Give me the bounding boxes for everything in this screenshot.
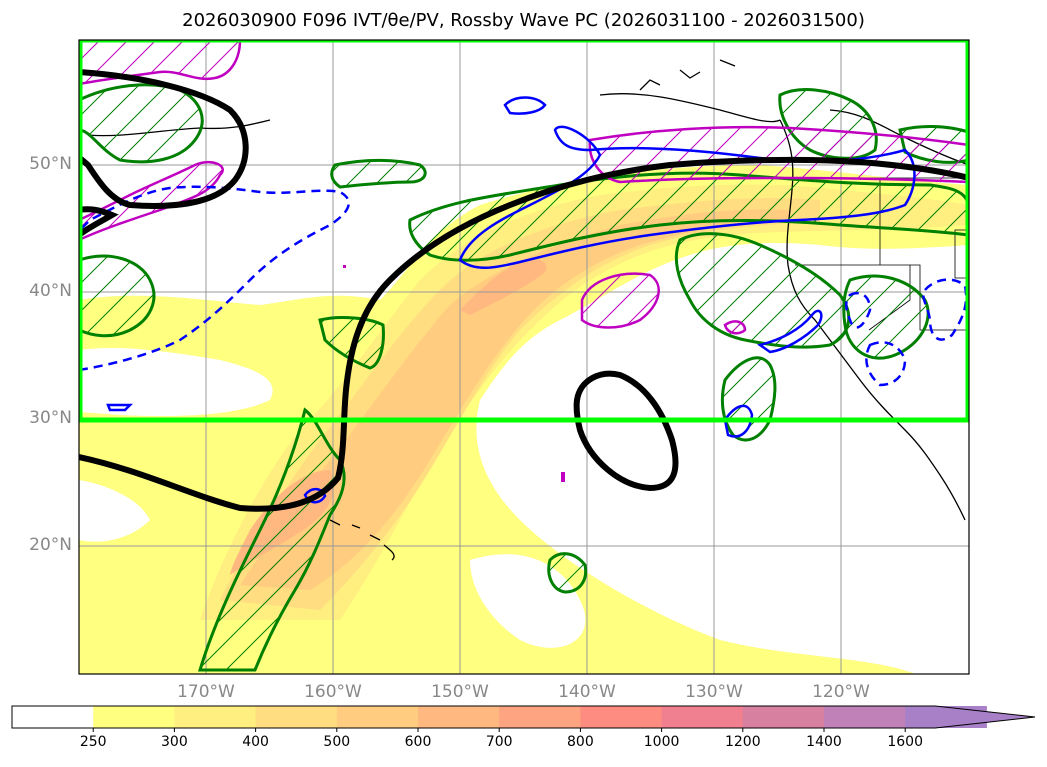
ivt-white-gap-2: [79, 480, 150, 542]
blue-contour-small-2: [106, 403, 134, 412]
rossby-contour-loop: [573, 370, 679, 492]
map-panel: [79, 40, 969, 674]
colorbar-tick-label: 1000: [643, 734, 680, 750]
colorbar-outline: [11, 705, 1036, 729]
blue-contour-small-3: [723, 404, 754, 438]
colorbar: [11, 705, 1036, 732]
map-frame: [78, 39, 970, 675]
lon-label-160w: 160°W: [304, 682, 362, 702]
lon-label-170w: 170°W: [177, 682, 235, 702]
green-region-ca: [674, 232, 851, 349]
rossby-contour-nw: [79, 69, 249, 209]
colorbar-extend-arrow: [905, 706, 1035, 728]
magenta-marker-2: [343, 265, 346, 268]
lat-label-30n: 30°N: [29, 408, 72, 428]
ivt-white-gap-1: [79, 348, 273, 417]
ivt-600-region-b: [460, 259, 547, 315]
magenta-region-small: [723, 320, 747, 335]
map-title: 2026030900 F096 IVT/θe/PV, Rossby Wave P…: [182, 10, 865, 31]
magenta-region-mid: [580, 272, 660, 329]
ivt-500-region: [240, 209, 790, 590]
magenta-region-w: [79, 160, 224, 242]
blue-contour-small-1: [503, 96, 547, 115]
colorbar-tick-label: 250: [79, 734, 107, 750]
rossby-contour-main: [79, 156, 969, 512]
colorbar-segment: [824, 706, 906, 728]
colorbar-tick-label: 600: [404, 734, 432, 750]
blue-dashed-contour-e2: [865, 341, 907, 387]
colorbar-segment: [418, 706, 500, 728]
colorbar-segment: [336, 706, 419, 728]
rossby-contours: [79, 69, 969, 512]
green-region-w: [79, 254, 156, 338]
blue-dashed-contour-e1: [845, 291, 872, 329]
colorbar-tick-label: 1400: [806, 734, 842, 750]
magenta-hatched-contours: [79, 40, 969, 335]
green-region-nw: [79, 83, 204, 164]
magenta-region-nw: [79, 40, 242, 86]
lon-label-120w: 120°W: [812, 682, 870, 702]
blue-contour-ca: [757, 309, 823, 354]
lat-label-50n: 50°N: [29, 154, 72, 174]
colorbar-tick-label: 1600: [887, 734, 923, 750]
lat-label-40n: 40°N: [29, 281, 72, 301]
colorbar-segment: [580, 706, 663, 728]
lon-label-150w: 150°W: [431, 682, 489, 702]
colorbar-segment: [499, 706, 581, 728]
colorbar-segment: [93, 706, 175, 728]
blue-dashed-contour-e3: [922, 278, 968, 341]
colorbar-tick-label: 500: [323, 734, 351, 750]
magenta-marker: [561, 472, 565, 482]
colorbar-segment: [174, 706, 257, 728]
colorbar-tick-label: 400: [242, 734, 269, 750]
colorbar-tick-label: 300: [161, 734, 188, 750]
green-region-sw: [197, 407, 346, 672]
colorbar-tick-label: 1200: [724, 734, 761, 750]
highlight-box: [79, 40, 969, 423]
colorbar-segment: [661, 706, 744, 728]
rossby-contour-nw-small: [79, 206, 119, 238]
colorbar-segment: [12, 706, 94, 728]
lat-label-20n: 20°N: [29, 535, 72, 555]
green-region-small-3: [330, 159, 427, 189]
colorbar-tick-label: 700: [485, 734, 513, 750]
lon-label-130w: 130°W: [685, 682, 743, 702]
colorbar-segment: [742, 706, 825, 728]
colorbar-tick-label: 800: [567, 734, 594, 750]
green-region-small-2: [547, 552, 588, 594]
colorbar-segment: [255, 706, 338, 728]
magenta-region-north: [588, 125, 969, 184]
lon-label-140w: 140°W: [558, 682, 616, 702]
